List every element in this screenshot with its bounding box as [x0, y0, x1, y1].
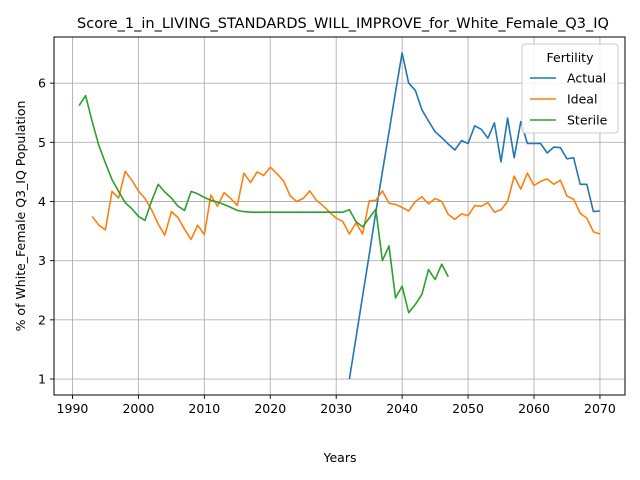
x-tick-label: 2010: [188, 401, 220, 416]
series-line-ideal: [91, 166, 601, 241]
y-tick-label: 2: [38, 312, 46, 327]
chart-title: Score_1_in_LIVING_STANDARDS_WILL_IMPROVE…: [77, 16, 609, 32]
legend-label-actual: Actual: [567, 71, 606, 86]
legend-label-sterile: Sterile: [567, 113, 608, 128]
legend-label-ideal: Ideal: [567, 92, 597, 107]
y-axis-ticks: 1 2 3 4 5 6: [38, 76, 54, 387]
series-lines: [78, 52, 601, 380]
legend-items: Actual Ideal Sterile: [530, 71, 608, 128]
x-tick-label: 2000: [122, 401, 154, 416]
y-tick-label: 1: [38, 372, 46, 387]
x-axis-label: Years: [323, 450, 357, 465]
legend: Fertility Actual Ideal Sterile: [521, 43, 619, 134]
legend-title: Fertility: [547, 50, 595, 65]
x-tick-label: 2070: [584, 401, 616, 416]
y-tick-label: 3: [38, 253, 46, 268]
y-tick-label: 6: [38, 76, 46, 91]
x-tick-label: 2040: [386, 401, 418, 416]
x-tick-label: 2050: [452, 401, 484, 416]
grid: [54, 37, 625, 395]
x-tick-label: 1990: [57, 401, 89, 416]
legend-box: [521, 43, 619, 134]
y-tick-label: 5: [38, 135, 46, 150]
y-tick-label: 4: [38, 194, 46, 209]
x-axis-ticks: 1990 2000 2010 2020 2030 2040 2050 2060 2070: [57, 395, 616, 416]
series-line-actual: [348, 52, 600, 380]
plot-frame: [53, 36, 626, 396]
x-tick-label: 2030: [320, 401, 352, 416]
y-axis-label: % of White_Female Q3_IQ Population: [13, 101, 28, 332]
series-line-sterile: [78, 94, 450, 314]
x-tick-label: 2020: [254, 401, 286, 416]
x-tick-label: 2060: [518, 401, 550, 416]
